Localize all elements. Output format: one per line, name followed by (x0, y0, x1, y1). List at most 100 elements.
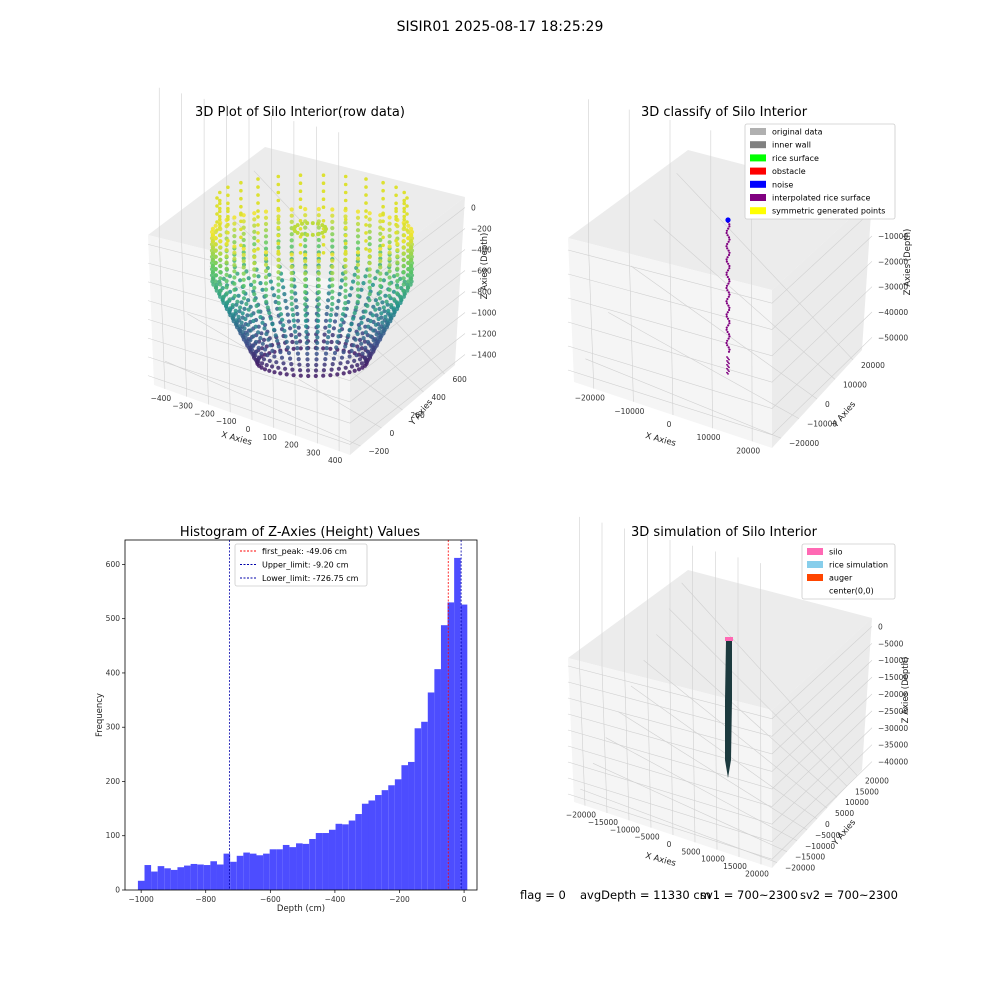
raw3d-point (343, 245, 348, 250)
raw3d-point (227, 297, 232, 302)
raw3d-z-tick: −1400 (471, 351, 497, 360)
classify3d-point (728, 238, 731, 241)
raw3d-point (276, 282, 281, 287)
raw3d-point (330, 295, 335, 300)
raw3d-point (378, 231, 383, 236)
raw3d-point (263, 250, 269, 255)
raw3d-point (241, 283, 246, 289)
raw3d-point (364, 185, 368, 189)
raw3d-point (387, 275, 392, 280)
raw3d-point (227, 274, 232, 279)
sim3d-z-tick: 0 (878, 622, 883, 631)
hist-y-tick: 100 (106, 831, 121, 840)
raw3d-point (289, 333, 294, 338)
raw3d-point (224, 248, 229, 253)
sim3d-legend-label: auger (829, 574, 853, 583)
raw3d-point (368, 318, 373, 324)
raw3d-point (296, 357, 301, 362)
raw3d-point (218, 251, 223, 256)
classify3d-z-tick: −50000 (878, 333, 908, 342)
raw3d-point (375, 301, 380, 307)
sim3d-x-tick: 5000 (681, 847, 700, 856)
classify3d-legend-swatch (750, 194, 766, 201)
raw3d-point (213, 223, 218, 228)
raw3d-point (316, 302, 321, 307)
hist-bar (164, 868, 171, 890)
raw3d-point (332, 350, 338, 356)
classify3d-point (728, 308, 731, 312)
raw3d-point (376, 339, 381, 344)
raw3d-point (270, 322, 275, 327)
raw3d-point (395, 303, 401, 308)
raw3d-point (237, 309, 242, 314)
raw3d-point (395, 241, 400, 247)
raw3d-point (240, 330, 245, 335)
raw3d-point (226, 209, 230, 214)
raw3d-point (405, 285, 410, 290)
classify3d-axes-box: −20000 −10000 0 10000 20000 −20000 −10000 0 100… (567, 99, 908, 455)
hist-bar (355, 814, 362, 890)
raw3d-point (357, 337, 363, 342)
sim3d-rice-column (725, 637, 733, 778)
raw3d-point (330, 226, 335, 231)
raw3d-point (398, 294, 403, 299)
hist-bar (230, 861, 237, 890)
raw3d-point (267, 358, 272, 363)
raw3d-point (402, 222, 407, 227)
raw3d-point (385, 318, 390, 323)
raw3d-point (387, 215, 392, 220)
raw3d-point (298, 368, 303, 373)
raw3d-point (238, 305, 243, 310)
raw3d-point (387, 244, 392, 249)
raw3d-point (276, 225, 281, 230)
raw3d-point (395, 248, 400, 253)
raw3d-point (252, 261, 257, 266)
raw3d-point (355, 228, 361, 233)
raw3d-point (218, 276, 223, 281)
footer-flag: flag = 0 (520, 888, 566, 902)
raw3d-point (343, 288, 348, 293)
raw3d-point (323, 318, 329, 323)
raw3d-point (218, 282, 223, 287)
raw3d-point (252, 292, 257, 297)
raw3d-point (213, 267, 218, 272)
hist-title: Histogram of Z-Axies (Height) Values (180, 525, 420, 540)
raw3d-x-tick: 100 (263, 433, 278, 442)
raw3d-point (215, 212, 219, 216)
hist-bar (440, 625, 448, 890)
raw3d-point (263, 281, 269, 286)
raw3d-point (328, 346, 333, 351)
raw3d-point (330, 264, 335, 269)
hist-bar (454, 557, 461, 890)
raw3d-point (258, 315, 263, 320)
classify3d-point (726, 367, 728, 370)
raw3d-point (405, 196, 409, 200)
raw3d-point (316, 265, 321, 270)
classify3d-legend-swatch (750, 141, 766, 149)
hist-x-tick: 0 (462, 895, 467, 904)
classify3d-point (725, 341, 728, 345)
raw3d-point (409, 245, 414, 250)
raw3d-point (395, 254, 400, 259)
raw3d-point (320, 230, 325, 235)
raw3d-point (371, 328, 376, 333)
raw3d-x-tick: 300 (306, 448, 321, 457)
raw3d-point (321, 219, 326, 223)
raw3d-point (226, 206, 230, 211)
raw3d-point (303, 265, 308, 270)
raw3d-point (381, 227, 385, 232)
raw3d-point (316, 318, 321, 323)
classify3d-point (725, 231, 728, 235)
raw3d-point (402, 217, 407, 222)
raw3d-x-tick: −100 (216, 417, 237, 426)
raw3d-point (406, 254, 411, 259)
classify3d-point (728, 223, 731, 226)
raw3d-point (224, 266, 229, 271)
classify3d-point (726, 363, 728, 366)
hist-bar (296, 843, 303, 890)
raw3d-point (363, 274, 368, 279)
classify3d-point (727, 240, 730, 243)
hist-legend-label: Lower_limit: -726.75 cm (262, 574, 359, 583)
raw3d-point (355, 268, 361, 274)
raw3d-point (406, 242, 411, 247)
